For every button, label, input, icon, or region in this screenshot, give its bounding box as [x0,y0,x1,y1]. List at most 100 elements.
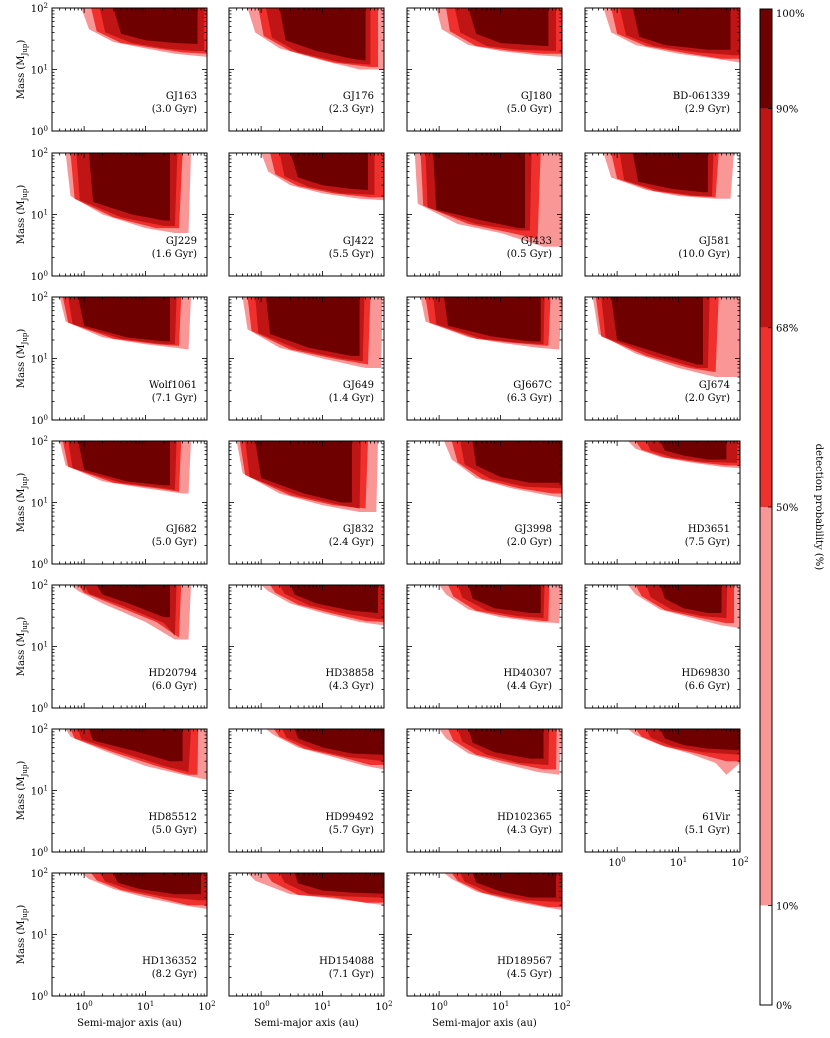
star-name: Wolf1061 [149,380,197,391]
contour-90-gj667c [444,297,541,342]
x-tick-label: 100 [76,1000,93,1013]
contour-90-hd40307 [468,585,541,613]
star-name: GJ832 [343,524,374,535]
panel-ticks [584,729,740,853]
star-age: (6.0 Gyr) [152,681,197,692]
panel-ticks [51,585,207,709]
star-age: (2.4 Gyr) [329,537,374,548]
panel-ticks [51,8,207,132]
contour-90-hd154088 [294,873,384,894]
star-age: (4.4 Gyr) [507,681,552,692]
panel-hd40307: HD40307 (4.4 Gyr) [406,584,563,709]
panel-wolf1061: Wolf1061 (7.1 Gyr) 100 101 102 Mass (MJup) [16,291,208,427]
contour-90-gj176 [279,8,366,61]
panel-ticks [228,729,384,853]
x-tick-label: 102 [553,1000,570,1013]
colorbar-label: detection probability (%) [813,444,824,571]
colorbar-tick-label: 10% [776,901,798,912]
y-axis-label: Mass (MJup) [16,185,29,245]
star-age: (5.1 Gyr) [685,825,730,836]
y-tick-label: 101 [31,64,48,77]
star-name: HD3651 [688,524,730,535]
panel-gj433: GJ433 (0.5 Gyr) [406,152,563,277]
star-name: GJ180 [521,91,552,102]
x-tick-label: 102 [375,1000,392,1013]
star-age: (5.0 Gyr) [152,825,197,836]
contour-90-gj832 [255,441,352,503]
panel-ticks [406,585,562,709]
y-tick-label: 100 [31,270,48,283]
panel-ticks [584,585,740,709]
star-age: (0.5 Gyr) [507,249,552,260]
star-name: GJ3998 [515,524,552,535]
star-age: (5.5 Gyr) [329,249,374,260]
panel-gj667c: GJ667C (6.3 Gyr) [406,296,563,421]
y-tick-label: 102 [31,723,48,736]
star-name: GJ229 [166,236,197,247]
x-tick-label: 102 [198,1000,215,1013]
contour-90-gj229 [89,153,170,221]
y-tick-label: 101 [31,209,48,222]
panel-hd102365: HD102365 (4.3 Gyr) [406,728,563,853]
y-tick-label: 100 [31,990,48,1003]
colorbar-tick-label: 0% [776,1001,792,1012]
y-axis-label: Mass (MJup) [16,473,29,533]
panel-gj832: GJ832 (2.4 Gyr) [228,440,385,565]
star-age: (3.0 Gyr) [152,104,197,115]
star-age: (10.0 Gyr) [678,249,730,260]
y-axis-label: Mass (MJup) [16,617,29,677]
panel-hd154088: HD154088 (7.1 Gyr) 100 101 102 Semi-major axi… [228,872,393,1029]
star-age: (4.3 Gyr) [329,681,374,692]
star-age: (1.6 Gyr) [152,249,197,260]
y-axis-label: Mass (MJup) [16,761,29,821]
panel-gj163: GJ163 (3.0 Gyr) 100 101 102 Mass (MJup) [16,2,208,138]
y-tick-label: 100 [31,414,48,427]
star-name: HD20794 [148,668,197,679]
contour-90-hd189567 [472,873,556,898]
panel-ticks [406,441,562,565]
star-name: GJ682 [166,524,197,535]
panel-hd99492: HD99492 (5.7 Gyr) [228,728,385,853]
colorbar-tick-label: 100% [776,9,805,20]
x-axis-label: Semi-major axis (au) [432,1018,537,1029]
panel-hd85512: HD85512 (5.0 Gyr) 100 101 102 Mass (MJup) [16,723,208,859]
panel-ticks [406,153,562,277]
star-age: (4.5 Gyr) [507,969,552,980]
x-axis-label: Semi-major axis (au) [254,1018,359,1029]
y-tick-label: 102 [31,867,48,880]
contour-90-wolf1061 [78,297,170,342]
star-name: HD102365 [497,812,552,823]
panel-ticks [228,8,384,132]
colorbar-tick-label: 68% [776,324,798,335]
panel-gj3998: GJ3998 (2.0 Gyr) [406,440,563,565]
y-tick-label: 101 [31,353,48,366]
y-tick-label: 101 [31,785,48,798]
star-name: GJ176 [343,91,374,102]
panel-ticks [228,297,384,421]
star-name: HD189567 [497,956,552,967]
panel-ticks [406,873,562,997]
panel-61vir: 61Vir (5.1 Gyr) 100 101 102 [584,728,749,869]
panel-hd20794: HD20794 (6.0 Gyr) 100 101 102 Mass (MJup) [16,579,208,715]
x-tick-label: 101 [137,1000,154,1013]
panel-ticks [406,8,562,132]
x-tick-label: 100 [431,1000,448,1013]
panel-ticks [228,585,384,709]
contour-90-gj3998 [472,441,562,483]
contour-90-hd3651 [660,441,727,460]
contour-90-hd38858 [290,585,378,613]
star-name: HD69830 [681,668,730,679]
x-tick-label: 101 [314,1000,331,1013]
y-tick-label: 100 [31,846,48,859]
contour-90-gj649 [266,297,360,356]
star-age: (5.0 Gyr) [507,104,552,115]
star-age: (8.2 Gyr) [152,969,197,980]
contour-90-gj180 [468,8,549,47]
star-age: (2.0 Gyr) [507,537,552,548]
contour-90-bd-061339 [632,8,731,50]
star-age: (2.0 Gyr) [685,393,730,404]
star-age: (6.3 Gyr) [507,393,552,404]
star-name: HD38858 [325,668,374,679]
panel-gj581: GJ581 (10.0 Gyr) [584,152,741,277]
